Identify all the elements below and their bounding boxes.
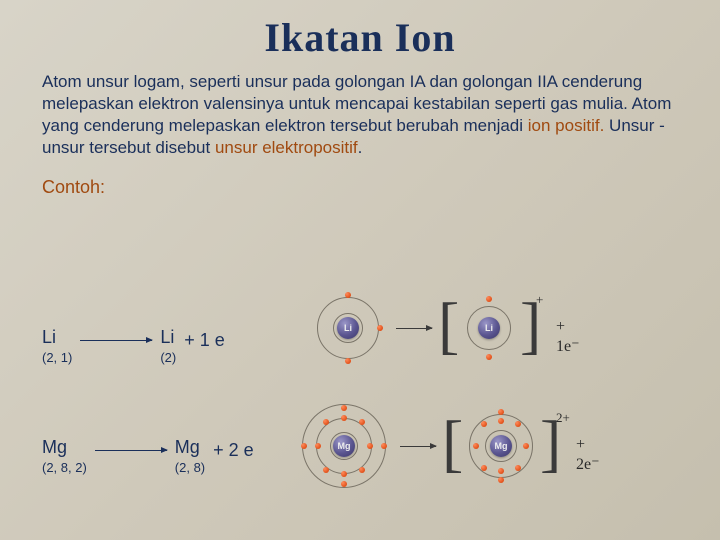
electron-term-li: + 1 e (184, 328, 225, 351)
config-mg-right: (2, 8) (175, 460, 205, 475)
atom: Mg (462, 407, 540, 485)
electron-icon (345, 358, 351, 364)
atom: Mg (298, 400, 390, 492)
config-li-left: (2, 1) (42, 350, 72, 365)
equation-mg: Mg (2, 8, 2) Mg (2, 8) + 2 e (42, 438, 254, 475)
para-post: . (358, 138, 363, 157)
symbol-li-left: Li (42, 328, 72, 348)
symbol-mg-left: Mg (42, 438, 87, 458)
electron-icon (381, 443, 387, 449)
electron-term-mg: + 2 e (213, 438, 254, 461)
electron-released-term: + 2e⁻ (576, 436, 600, 474)
nucleus: Li (337, 317, 359, 339)
eq-mg-right: Mg (2, 8) (175, 438, 205, 475)
nucleus: Mg (333, 435, 355, 457)
eq-li-right: Li (2) (160, 328, 176, 365)
eq-mg-left: Mg (2, 8, 2) (42, 438, 87, 475)
arrow-icon (400, 446, 436, 447)
nucleus-label: Li (485, 323, 493, 333)
nucleus-label: Mg (495, 441, 508, 451)
electron-icon (367, 443, 373, 449)
nucleus-label: Mg (338, 441, 351, 451)
highlight-ion-positif: ion positif. (528, 116, 605, 135)
eq-li-left: Li (2, 1) (42, 328, 72, 365)
config-mg-left: (2, 8, 2) (42, 460, 87, 475)
electron-icon (515, 421, 521, 427)
electron-icon (481, 421, 487, 427)
atom: Li (310, 290, 386, 366)
electron-icon (359, 419, 365, 425)
nucleus: Mg (490, 435, 512, 457)
ion-charge: + (536, 292, 543, 308)
electron-icon (345, 292, 351, 298)
nucleus-label: Li (344, 323, 352, 333)
electron-icon (486, 354, 492, 360)
intro-paragraph: Atom unsur logam, seperti unsur pada gol… (0, 61, 720, 159)
electron-icon (323, 467, 329, 473)
electron-icon (377, 325, 383, 331)
contoh-label: Contoh: (0, 159, 720, 198)
electron-icon (315, 443, 321, 449)
electron-icon (498, 468, 504, 474)
nucleus: Li (478, 317, 500, 339)
symbol-mg-right: Mg (175, 438, 205, 458)
bracket-left-icon: [ (438, 293, 459, 357)
highlight-elektropositif: unsur elektropositif (215, 138, 358, 157)
ion-charge: 2+ (556, 410, 570, 426)
page-title: Ikatan Ion (0, 0, 720, 61)
electron-icon (301, 443, 307, 449)
electron-icon (486, 296, 492, 302)
electron-icon (359, 467, 365, 473)
arrow-icon (396, 328, 432, 329)
symbol-li-right: Li (160, 328, 176, 348)
electron-icon (481, 465, 487, 471)
equation-li: Li (2, 1) Li (2) + 1 e (42, 328, 225, 365)
electron-icon (498, 477, 504, 483)
electron-icon (323, 419, 329, 425)
electron-icon (515, 465, 521, 471)
electron-icon (341, 481, 347, 487)
arrow-icon (80, 340, 152, 341)
atom: Li (458, 297, 520, 359)
electron-released-term: + 1e⁻ (556, 318, 580, 356)
config-li-right: (2) (160, 350, 176, 365)
electron-icon (498, 409, 504, 415)
electron-icon (473, 443, 479, 449)
electron-icon (341, 471, 347, 477)
electron-icon (341, 405, 347, 411)
arrow-icon (95, 450, 167, 451)
electron-icon (498, 418, 504, 424)
electron-icon (523, 443, 529, 449)
bracket-left-icon: [ (442, 411, 463, 475)
electron-icon (341, 415, 347, 421)
